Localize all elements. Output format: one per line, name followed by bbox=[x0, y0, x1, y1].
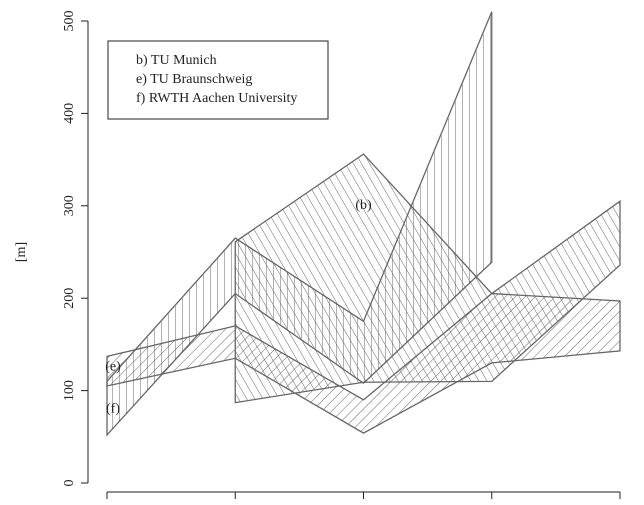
y-tick-label: 500 bbox=[62, 11, 77, 32]
annotation: (f) bbox=[106, 401, 120, 416]
y-tick-label: 300 bbox=[62, 195, 77, 216]
annotation: (b) bbox=[355, 198, 372, 213]
band bbox=[106, 11, 493, 437]
legend-box bbox=[107, 40, 329, 120]
legend-label: f) RWTH Aachen University bbox=[136, 91, 297, 106]
legend-label: e) TU Braunschweig bbox=[136, 72, 252, 87]
y-tick-label: 0 bbox=[62, 480, 77, 487]
y-tick-label: 100 bbox=[62, 380, 77, 401]
legend-label: b) TU Munich bbox=[136, 53, 217, 68]
annotation: (e) bbox=[105, 360, 121, 375]
band bbox=[106, 292, 621, 434]
y-axis-label: [m] bbox=[14, 242, 29, 262]
y-tick-label: 200 bbox=[62, 288, 77, 309]
y-tick-label: 400 bbox=[62, 103, 77, 124]
